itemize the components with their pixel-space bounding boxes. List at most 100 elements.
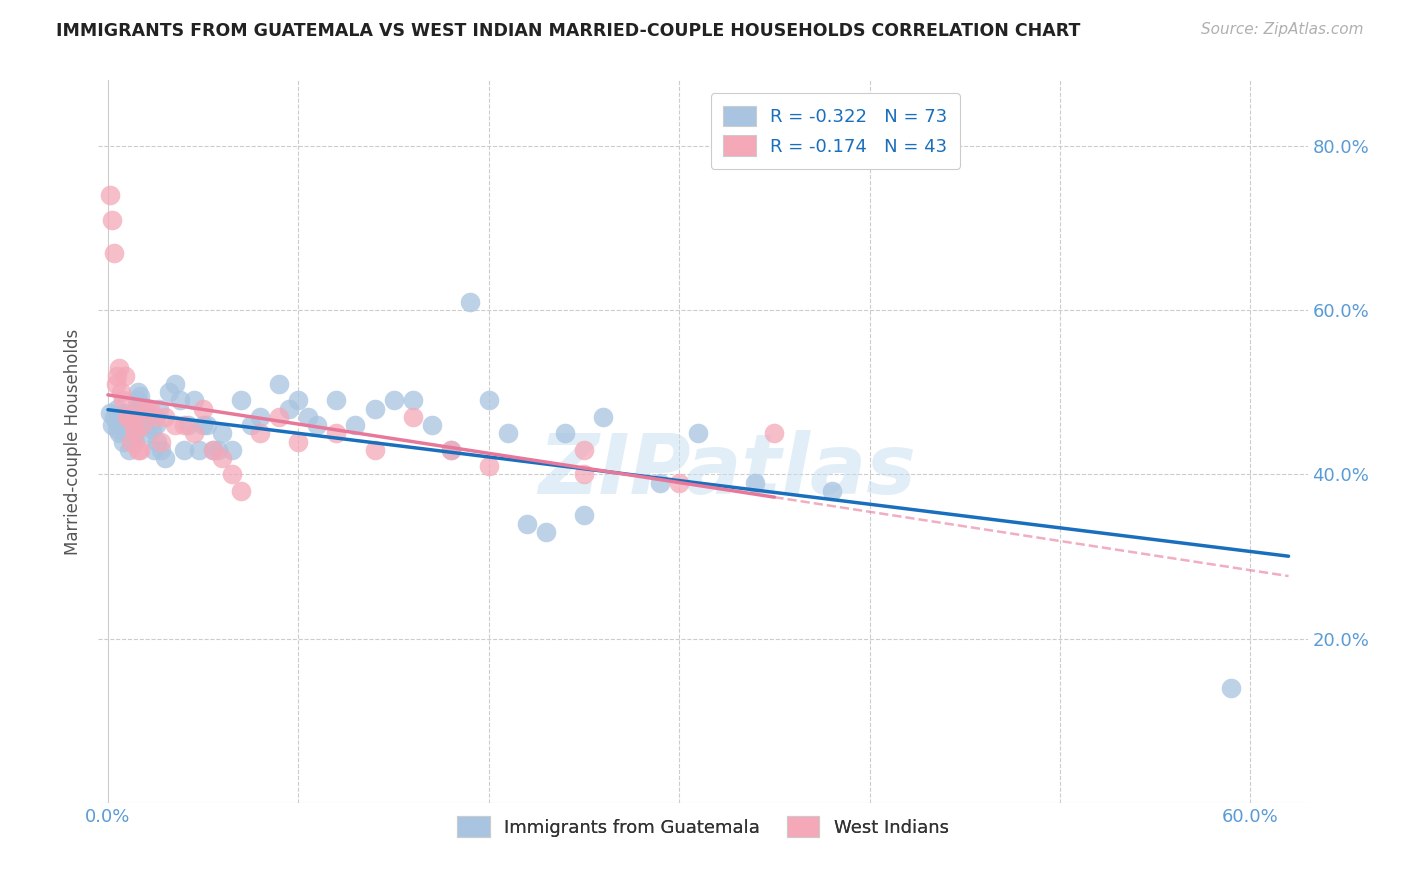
- Point: [139, 418, 162, 433]
- Point: [121, 418, 143, 433]
- Point: [211, 450, 233, 465]
- Point: [592, 409, 614, 424]
- Point: [110, 385, 132, 400]
- Point: [297, 409, 319, 424]
- Point: [1220, 681, 1243, 695]
- Point: [127, 401, 149, 416]
- Point: [112, 434, 135, 449]
- Point: [98, 406, 121, 420]
- Point: [221, 467, 243, 482]
- Point: [169, 393, 191, 408]
- Legend: Immigrants from Guatemala, West Indians: Immigrants from Guatemala, West Indians: [450, 809, 956, 845]
- Point: [163, 377, 186, 392]
- Point: [131, 418, 153, 433]
- Point: [108, 360, 131, 375]
- Point: [145, 418, 167, 433]
- Point: [211, 426, 233, 441]
- Point: [115, 426, 138, 441]
- Point: [127, 385, 149, 400]
- Point: [277, 401, 299, 416]
- Point: [478, 459, 501, 474]
- Point: [103, 409, 125, 424]
- Point: [325, 426, 347, 441]
- Point: [231, 483, 253, 498]
- Point: [115, 409, 138, 424]
- Point: [191, 418, 214, 433]
- Point: [820, 483, 842, 498]
- Point: [195, 418, 218, 433]
- Point: [146, 434, 169, 449]
- Point: [120, 434, 142, 449]
- Point: [287, 393, 309, 408]
- Point: [420, 418, 443, 433]
- Point: [201, 442, 224, 457]
- Point: [496, 426, 519, 441]
- Point: [112, 422, 135, 436]
- Point: [148, 401, 170, 416]
- Point: [139, 401, 162, 416]
- Point: [131, 398, 153, 412]
- Point: [478, 393, 501, 408]
- Point: [534, 524, 557, 539]
- Point: [572, 442, 595, 457]
- Point: [112, 393, 135, 408]
- Point: [440, 442, 463, 457]
- Point: [134, 418, 156, 433]
- Point: [100, 418, 122, 433]
- Point: [150, 442, 173, 457]
- Point: [572, 508, 595, 523]
- Point: [401, 393, 423, 408]
- Point: [136, 426, 159, 441]
- Point: [249, 409, 271, 424]
- Point: [440, 442, 463, 457]
- Point: [516, 516, 538, 531]
- Point: [183, 426, 205, 441]
- Point: [221, 442, 243, 457]
- Point: [127, 442, 149, 457]
- Point: [269, 409, 291, 424]
- Point: [110, 418, 132, 433]
- Point: [231, 393, 253, 408]
- Point: [163, 418, 186, 433]
- Point: [142, 442, 165, 457]
- Point: [125, 393, 148, 408]
- Point: [129, 389, 152, 403]
- Point: [207, 442, 229, 457]
- Point: [763, 426, 786, 441]
- Point: [100, 212, 122, 227]
- Point: [572, 467, 595, 482]
- Point: [104, 414, 127, 428]
- Point: [307, 418, 329, 433]
- Point: [173, 442, 195, 457]
- Point: [363, 442, 385, 457]
- Point: [150, 434, 173, 449]
- Point: [125, 401, 148, 416]
- Point: [103, 245, 125, 260]
- Point: [269, 377, 291, 392]
- Point: [135, 401, 157, 416]
- Point: [191, 401, 214, 416]
- Text: ZIPatlas: ZIPatlas: [538, 430, 917, 511]
- Point: [239, 418, 262, 433]
- Point: [363, 401, 385, 416]
- Point: [325, 393, 347, 408]
- Point: [249, 426, 271, 441]
- Point: [107, 401, 129, 416]
- Text: Source: ZipAtlas.com: Source: ZipAtlas.com: [1201, 22, 1364, 37]
- Point: [382, 393, 405, 408]
- Point: [201, 442, 224, 457]
- Point: [124, 434, 146, 449]
- Point: [458, 295, 481, 310]
- Point: [107, 422, 129, 436]
- Point: [98, 188, 121, 202]
- Point: [688, 426, 710, 441]
- Point: [177, 418, 200, 433]
- Point: [153, 409, 176, 424]
- Point: [344, 418, 367, 433]
- Point: [114, 368, 136, 383]
- Point: [120, 418, 142, 433]
- Point: [287, 434, 309, 449]
- Point: [668, 475, 690, 490]
- Point: [183, 393, 205, 408]
- Point: [401, 409, 423, 424]
